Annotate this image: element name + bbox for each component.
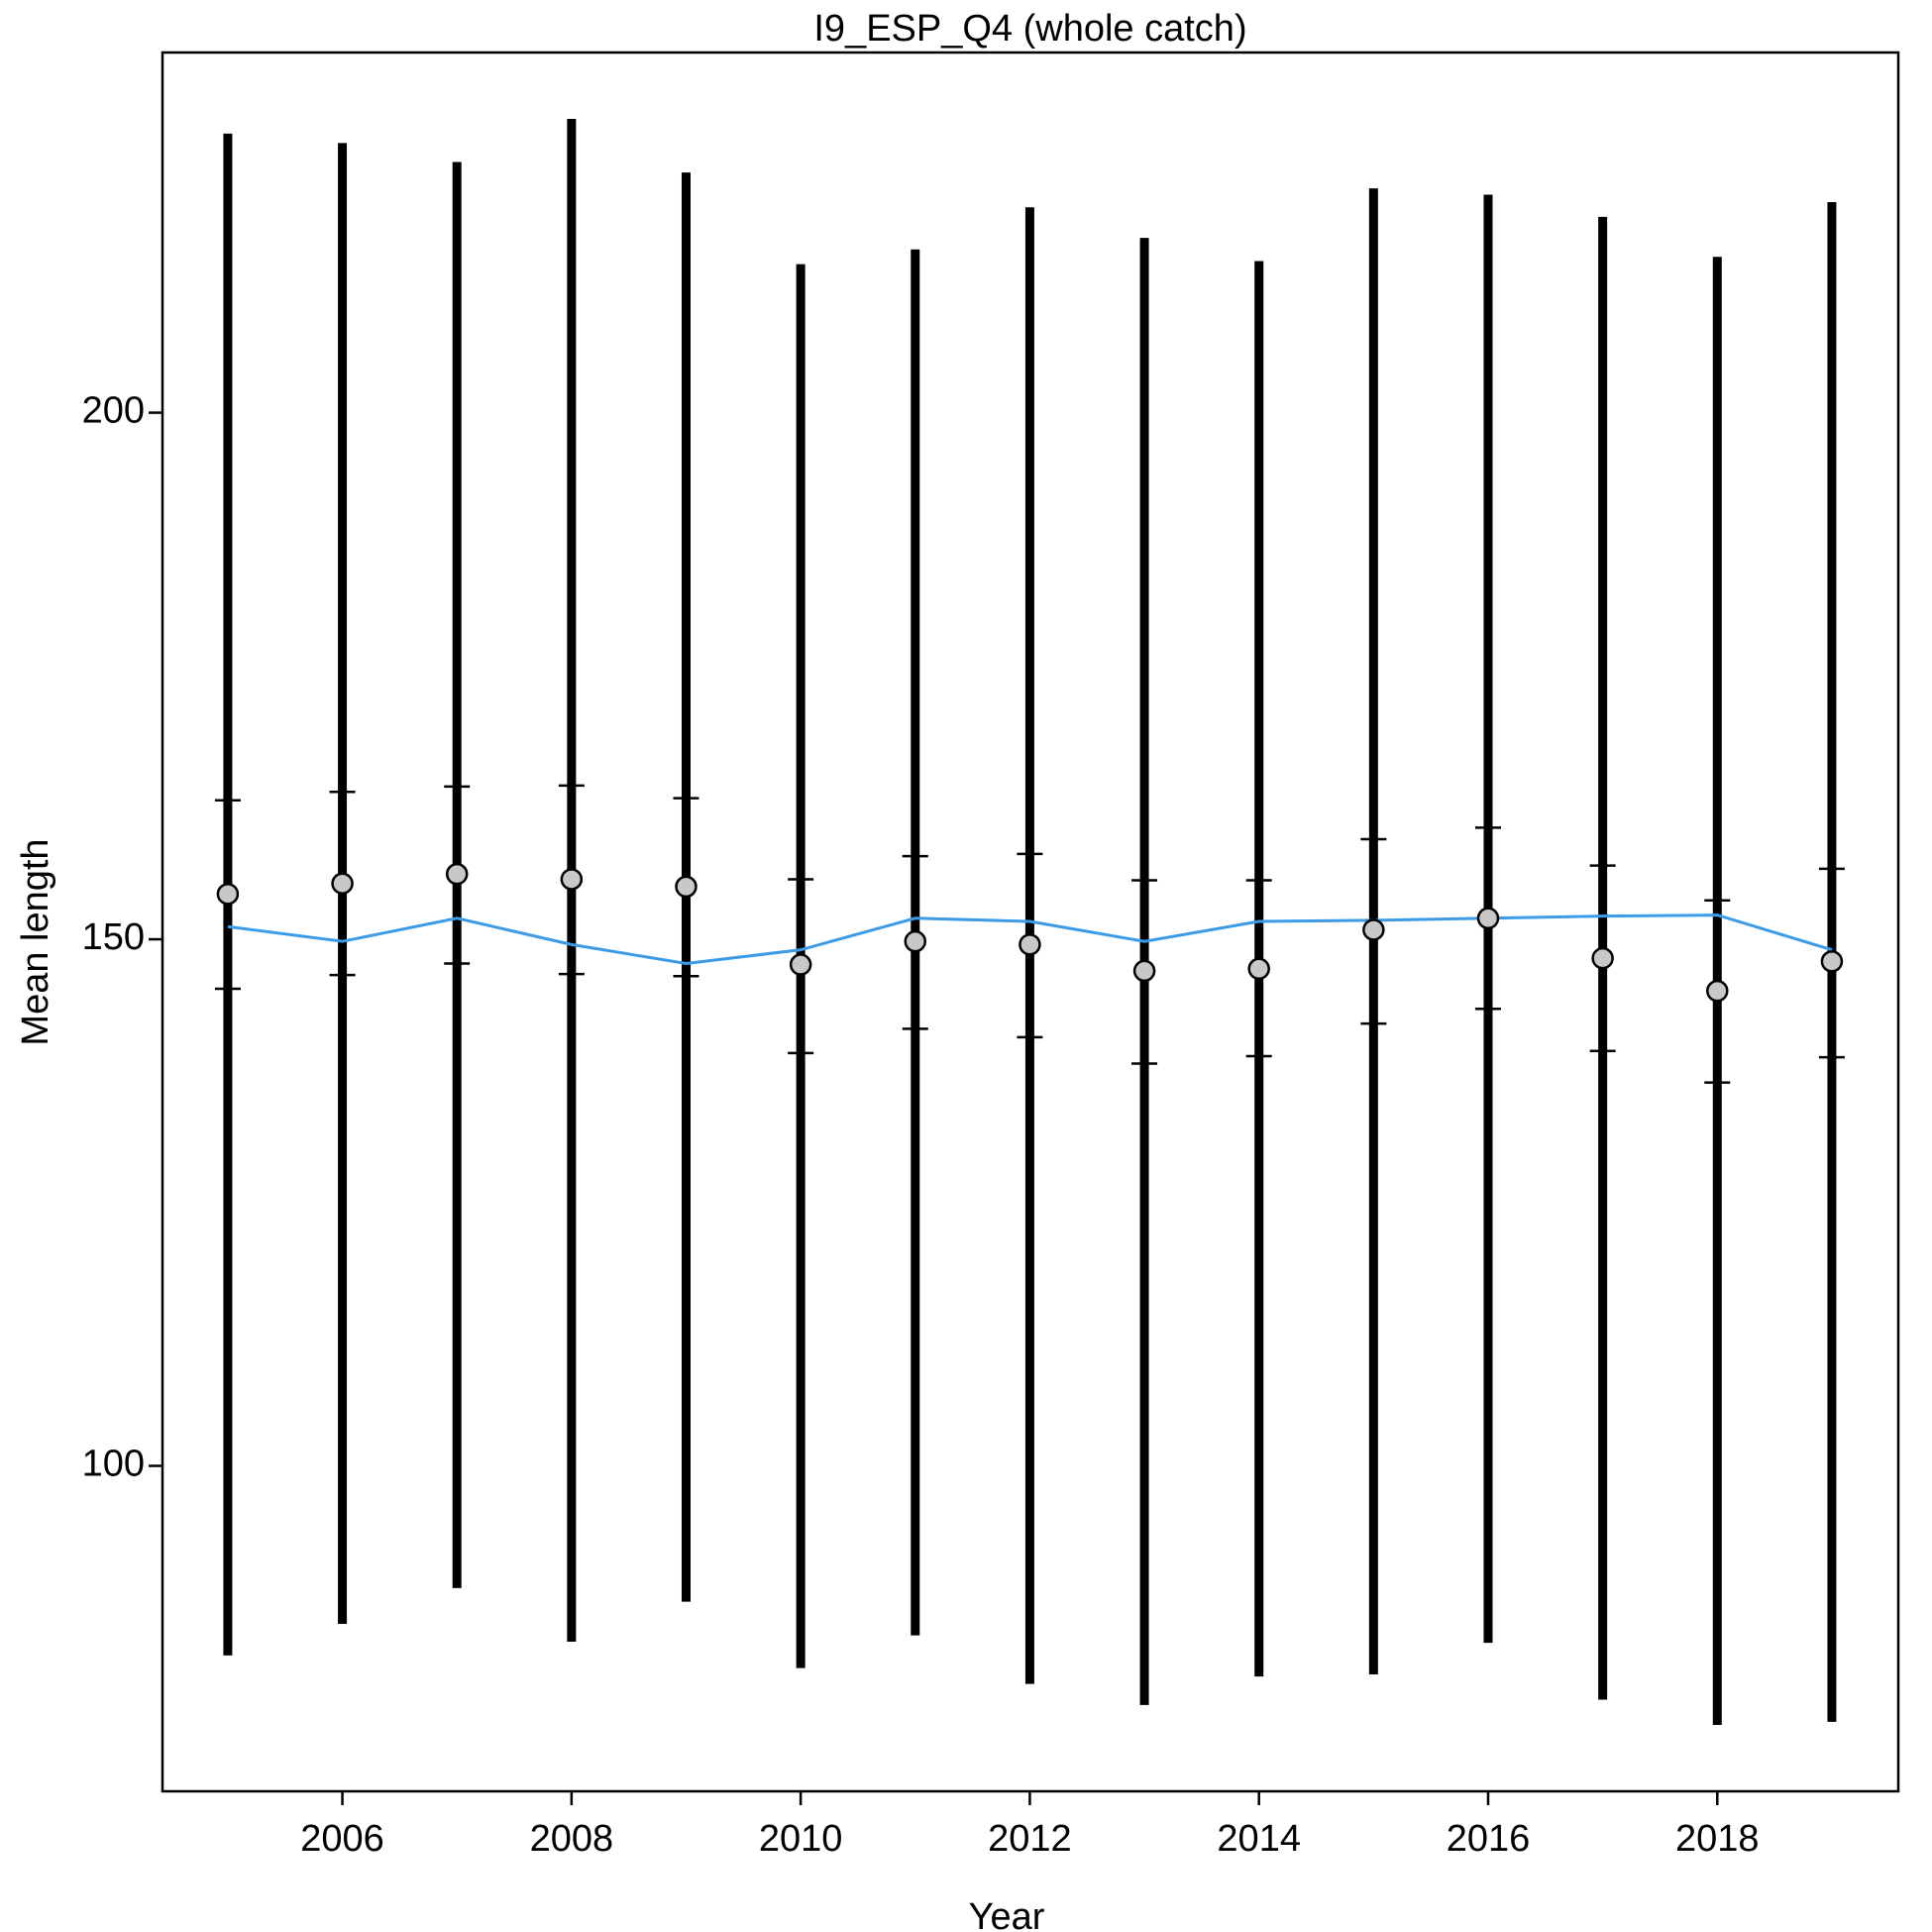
chart-title: I9_ESP_Q4 (whole catch) <box>813 8 1246 50</box>
observed-point <box>789 953 812 976</box>
y-tick-label: 200 <box>82 390 145 432</box>
observed-point <box>1591 946 1614 970</box>
observed-point <box>1132 959 1156 983</box>
observed-point <box>675 875 698 899</box>
observed-point <box>1019 933 1041 956</box>
y-axis-label: Mean length <box>15 838 56 1045</box>
observed-point <box>1476 907 1500 930</box>
observed-point <box>1247 957 1270 981</box>
observed-point <box>560 868 584 891</box>
x-tick-label: 2016 <box>1447 1818 1531 1860</box>
observed-point <box>216 883 240 906</box>
x-tick-label: 2008 <box>530 1818 614 1860</box>
observed-point <box>904 929 927 953</box>
x-tick-label: 2010 <box>759 1818 843 1860</box>
x-axis-label: Year <box>969 1896 1045 1932</box>
observed-point <box>1820 950 1844 973</box>
expected-line <box>227 913 1833 966</box>
observed-point <box>445 862 469 886</box>
observed-point <box>1362 918 1385 941</box>
y-tick-label: 100 <box>82 1444 145 1485</box>
x-tick-label: 2012 <box>988 1818 1072 1860</box>
observed-point <box>331 872 354 895</box>
observed-point <box>1706 979 1729 1003</box>
x-tick-label: 2014 <box>1217 1818 1301 1860</box>
y-tick-label: 150 <box>82 916 145 958</box>
x-tick-label: 2018 <box>1675 1818 1760 1860</box>
x-tick-label: 2006 <box>300 1818 384 1860</box>
